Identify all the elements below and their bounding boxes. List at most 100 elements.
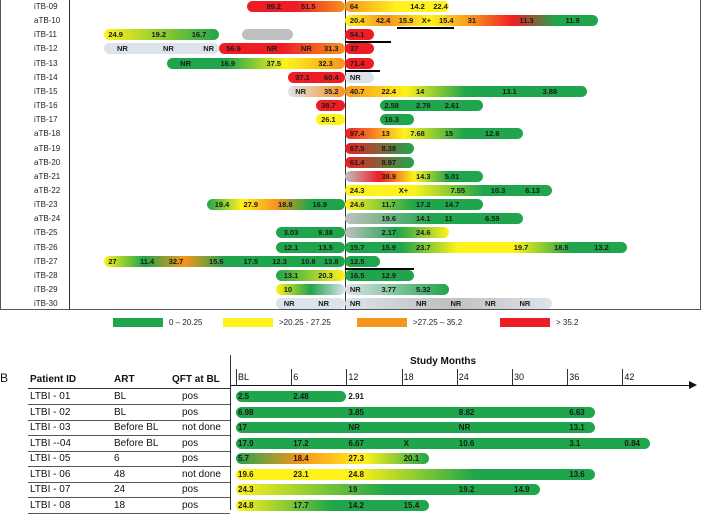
response-bar xyxy=(236,391,347,402)
response-bar xyxy=(345,85,587,97)
value-label: 13.1 xyxy=(502,86,517,96)
response-bar xyxy=(316,100,345,112)
value-label: 38.9 xyxy=(381,171,397,181)
value-label: 2.5 xyxy=(238,392,250,401)
art-start: Before BL xyxy=(114,422,159,433)
value-label: 19.4 xyxy=(214,200,230,210)
value-label: 11.9 xyxy=(565,16,580,26)
axis-title-study-months: Study Months xyxy=(410,356,477,367)
value-label: 9.38 xyxy=(318,228,333,238)
value-label: 26.1 xyxy=(321,115,336,125)
value-label: NR xyxy=(349,72,361,82)
col-header-patient-id: Patient ID xyxy=(30,374,77,385)
treatment-marker xyxy=(345,267,414,270)
value-label: 19 xyxy=(348,485,358,494)
value-label: 16.5 xyxy=(349,270,365,280)
value-label: 24.6 xyxy=(349,200,365,210)
legend-label: >20.25 - 27.25 xyxy=(279,318,331,327)
row-label: aTB-10 xyxy=(34,16,61,26)
row-label: iTB-12 xyxy=(34,44,58,54)
value-label: 24.8 xyxy=(238,500,254,510)
response-bar xyxy=(218,43,345,55)
qft-result: pos xyxy=(182,406,199,418)
value-label: 15 xyxy=(444,129,454,139)
value-label: 11.7 xyxy=(381,200,396,210)
value-label: NR xyxy=(416,299,427,309)
value-label: 51.5 xyxy=(301,2,316,11)
axis-tick-mark xyxy=(512,369,513,385)
response-bar xyxy=(276,284,345,295)
value-label: 2.58 xyxy=(384,101,399,111)
value-label: 18.5 xyxy=(554,242,569,252)
legend-swatch xyxy=(500,318,550,327)
value-label: 32.3 xyxy=(318,58,333,68)
col-header-qft: QFT at BL xyxy=(172,374,220,385)
value-label: 24.8 xyxy=(348,469,364,479)
row-label: iTB-30 xyxy=(34,299,58,309)
treatment-marker xyxy=(345,69,380,72)
value-label: 2.48 xyxy=(293,392,309,401)
value-label: 27 xyxy=(108,256,117,266)
legend-swatch xyxy=(223,318,273,327)
value-label: 97.4 xyxy=(349,129,365,139)
row-label: aTB-20 xyxy=(34,157,61,167)
response-bar xyxy=(345,15,598,27)
qft-result: pos xyxy=(182,453,199,464)
value-label: 6.13 xyxy=(525,185,540,195)
panel-a-left-divider xyxy=(69,0,70,310)
response-bar xyxy=(345,199,483,211)
axis-tick-mark xyxy=(456,369,458,385)
qft-result: not done xyxy=(182,422,221,433)
value-label: 0.84 xyxy=(624,438,640,448)
response-bar xyxy=(276,298,345,310)
art-start: BL xyxy=(114,391,127,402)
value-label: 10.8 xyxy=(301,256,316,266)
value-label: 23.1 xyxy=(293,469,309,479)
value-label: 12.5 xyxy=(349,256,365,266)
panel-a-baseline-divider xyxy=(345,0,346,310)
value-label: 17.2 xyxy=(293,438,309,448)
legend-label: > 35.2 xyxy=(556,318,579,327)
value-label: 31.3 xyxy=(324,44,339,54)
value-label: 15.9 xyxy=(398,16,414,26)
qft-result: not done xyxy=(182,468,221,480)
value-label: 17 xyxy=(238,423,247,432)
value-label: 20.4 xyxy=(349,16,365,26)
value-label: 15.6 xyxy=(209,256,224,266)
value-label: 13.8 xyxy=(324,256,339,266)
treatment-marker xyxy=(396,27,455,30)
response-bar xyxy=(236,499,430,511)
panel-b-label: B xyxy=(0,371,9,385)
value-label: 15.4 xyxy=(403,500,420,510)
value-label: 31 xyxy=(467,16,477,26)
value-label: 3.1 xyxy=(569,438,581,448)
value-label: 61.4 xyxy=(349,157,365,167)
row-label: iTB-26 xyxy=(34,242,58,252)
panel-b-axis-arrow xyxy=(689,381,697,389)
value-label: 15.7 xyxy=(349,242,365,252)
value-label: 7.55 xyxy=(450,185,466,195)
axis-tick-mark xyxy=(346,369,348,385)
value-label: NR xyxy=(301,44,312,54)
value-label: 3.77 xyxy=(381,285,397,294)
value-label: 19.6 xyxy=(238,469,254,479)
value-label: 16.9 xyxy=(220,58,236,68)
legend-swatch xyxy=(357,318,407,327)
value-label: 17.2 xyxy=(416,200,431,210)
axis-tick-label: 12 xyxy=(348,372,359,382)
patient-id: LTBI - 02 xyxy=(30,406,71,418)
axis-tick-label: 6 xyxy=(293,372,299,382)
value-label: 2.91 xyxy=(348,392,364,401)
value-label: NR xyxy=(450,299,462,309)
axis-tick-label: 30 xyxy=(514,372,525,382)
value-label: 20.3 xyxy=(318,270,333,280)
value-label: 27.9 xyxy=(243,200,259,210)
value-label: 11.3 xyxy=(519,16,534,26)
response-bar xyxy=(345,284,449,295)
value-label: 10.6 xyxy=(458,438,475,448)
value-label: 12.1 xyxy=(283,242,299,252)
value-label: 23.7 xyxy=(416,242,431,252)
value-label: NR xyxy=(283,299,295,309)
value-label: 17.7 xyxy=(293,500,309,510)
value-label: 6.63 xyxy=(569,407,585,417)
